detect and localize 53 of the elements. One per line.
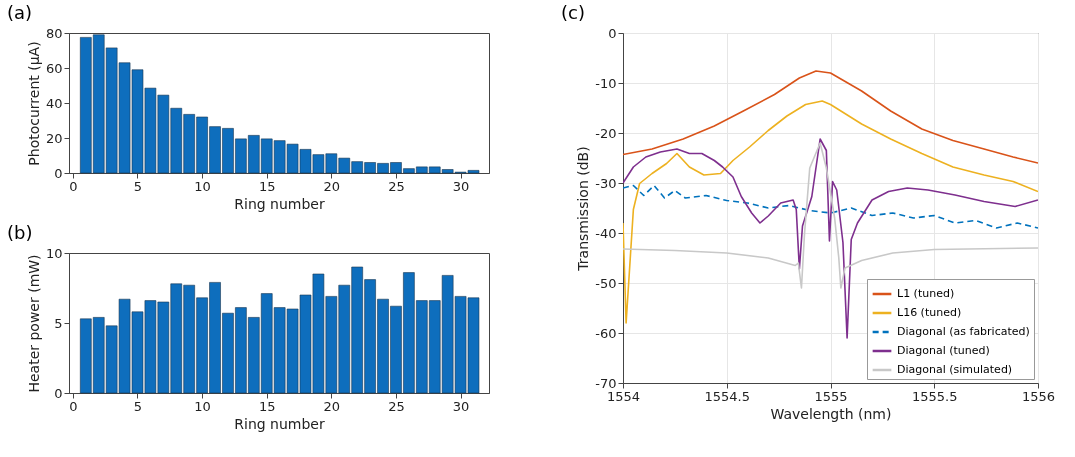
line-series [623,100,1038,324]
legend-label: Diagonal (tuned) [897,344,990,357]
x-axis-title: Ring number [234,415,325,432]
y-tick-label: -20 [595,125,617,141]
x-tick-label: 1555 [814,388,848,404]
x-tick-label: 1555.5 [912,388,958,404]
chart-title: (b) [7,222,33,243]
y-tick-label: 80 [45,25,63,41]
x-tick-label: 10 [194,398,211,414]
chart-title: (a) [7,2,33,23]
y-axis-title: Heater power (mW) [25,254,42,393]
x-tick-label: 20 [323,178,341,194]
x-tick-label: 30 [452,178,470,194]
x-tick-label: 25 [388,178,405,194]
y-tick-label: -40 [595,225,617,241]
x-tick-label: 5 [133,398,143,414]
x-tick-label: 10 [194,178,211,194]
y-tick-label: 60 [45,60,63,76]
x-tick-label: 30 [452,398,470,414]
line-series [623,184,1038,229]
y-tick-label: 0 [54,165,63,181]
y-tick-label: -70 [595,375,617,391]
y-tick-label: 0 [608,25,617,41]
y-axis-title: Transmission (dB) [575,146,592,272]
legend-label: Diagonal (simulated) [897,363,1013,376]
x-tick-label: 25 [388,398,405,414]
x-tick-label: 1554 [606,388,641,404]
y-tick-label: 10 [45,245,63,261]
x-tick-label: 15 [258,398,276,414]
x-tick-label: 1556 [1021,388,1056,404]
x-tick-label: 0 [69,398,78,414]
y-tick-label: 5 [54,315,63,331]
legend-label: Diagonal (as fabricated) [897,325,1030,338]
x-tick-label: 5 [133,178,143,194]
x-axis-title: Ring number [234,195,325,212]
y-tick-label: -30 [595,175,617,191]
x-axis-title: Wavelength (nm) [770,405,892,422]
x-tick-label: 15 [258,178,276,194]
y-tick-label: 20 [45,130,63,146]
legend-label: L1 (tuned) [897,287,955,300]
legend-label: L16 (tuned) [897,306,962,319]
y-tick-label: -60 [595,325,617,341]
y-axis-title: Photocurrent (μA) [25,41,42,166]
chart-title: (c) [561,2,585,23]
line-series [623,138,1038,339]
y-tick-label: 40 [45,95,63,111]
x-tick-label: 20 [323,398,341,414]
x-tick-label: 0 [69,178,78,194]
y-tick-label: -10 [595,75,617,91]
y-tick-label: -50 [595,275,617,291]
line-series [623,142,1038,289]
line-series [623,70,1038,164]
x-tick-label: 1554.5 [704,388,750,404]
